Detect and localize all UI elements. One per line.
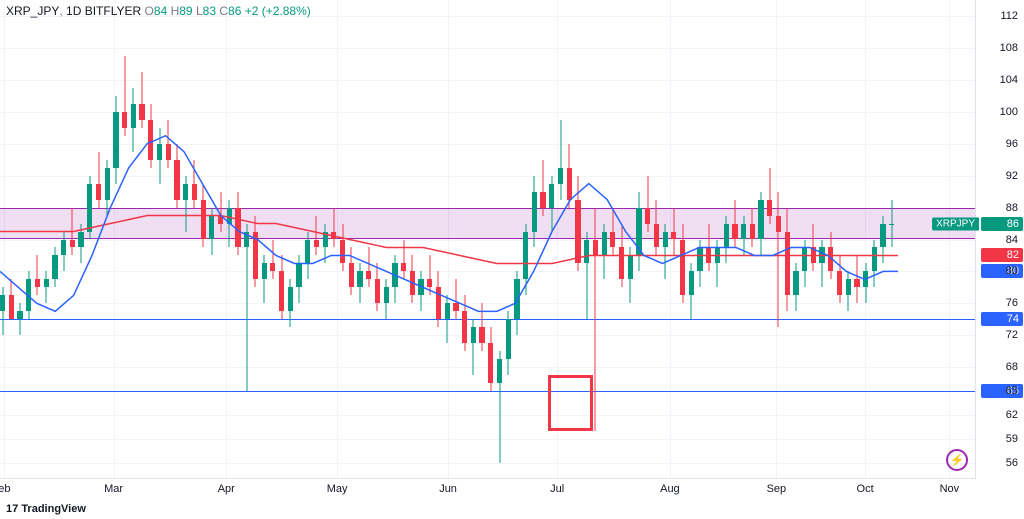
- x-tick-label: Apr: [218, 483, 235, 495]
- y-tick-label: 108: [1000, 42, 1018, 54]
- x-axis[interactable]: eb Mar Apr May Jun Jul Aug Sep Oct Nov: [0, 479, 976, 519]
- x-tick-label: Oct: [857, 483, 874, 495]
- grid-line: [0, 335, 975, 336]
- y-tick-label: 84: [1006, 234, 1018, 246]
- grid-line: [0, 439, 975, 440]
- x-tick-label: Mar: [104, 483, 123, 495]
- grid-line: [0, 176, 975, 177]
- ohlc-o-label: O: [145, 4, 154, 18]
- ohlc-l-value: 83: [203, 4, 216, 18]
- y-tick-label: 59: [1006, 433, 1018, 445]
- y-tick-label: 92: [1006, 170, 1018, 182]
- grid-line: [0, 463, 975, 464]
- y-tick-label: 80: [1006, 265, 1018, 277]
- grid-line: [0, 240, 975, 241]
- horizontal-line[interactable]: [0, 319, 975, 320]
- highlight-box[interactable]: [548, 375, 592, 431]
- y-tick-label: 76: [1006, 297, 1018, 309]
- exchange: BITFLYER: [85, 4, 141, 18]
- grid-line: [0, 48, 975, 49]
- y-tick-label: 65: [1006, 385, 1018, 397]
- x-tick-label: Jun: [439, 483, 457, 495]
- interval[interactable]: 1D: [66, 4, 81, 18]
- snapshot-icon[interactable]: ⚡: [946, 449, 968, 471]
- resistance-zone[interactable]: [0, 208, 975, 240]
- current-symbol-label: XRPJPY: [932, 217, 979, 230]
- x-tick-label: May: [327, 483, 348, 495]
- grid-line: [0, 80, 975, 81]
- y-tick-label: 72: [1006, 329, 1018, 341]
- y-axis[interactable]: 56 59 62 65 68 72 76 80 84 88 92 96 100 104 108 112: [976, 0, 1024, 479]
- change-pct: (+2.88%): [262, 4, 311, 18]
- ohlc-c-label: C: [219, 4, 228, 18]
- ohlc-c-value: 86: [228, 4, 241, 18]
- x-tick-label: Nov: [940, 483, 960, 495]
- ohlc-o-value: 84: [154, 4, 167, 18]
- y-tick-label: 104: [1000, 74, 1018, 86]
- grid-line: [0, 144, 975, 145]
- plot-area[interactable]: 7465XRPJPY868280: [0, 0, 976, 479]
- grid-line: [0, 303, 975, 304]
- y-tick-label: 62: [1006, 409, 1018, 421]
- horizontal-line[interactable]: [0, 391, 975, 392]
- y-tick-label: 68: [1006, 361, 1018, 373]
- x-tick-label: eb: [0, 483, 11, 495]
- tradingview-brand[interactable]: 17 TradingView: [6, 503, 86, 515]
- y-tick-label: 88: [1006, 202, 1018, 214]
- x-tick-label: Sep: [767, 483, 787, 495]
- grid-line: [0, 112, 975, 113]
- x-tick-label: Aug: [660, 483, 680, 495]
- y-tick-label: 56: [1006, 457, 1018, 469]
- change-value: +2: [245, 4, 259, 18]
- y-tick-label: 112: [1000, 10, 1018, 22]
- symbol-name[interactable]: XRP_JPY: [6, 4, 59, 18]
- x-tick-label: Jul: [550, 483, 564, 495]
- grid-line: [0, 415, 975, 416]
- y-tick-label: 100: [1000, 106, 1018, 118]
- y-tick-label: 96: [1006, 138, 1018, 150]
- chart-header: XRP_JPY, 1D BITFLYER O84 H89 L83 C86 +2 …: [6, 4, 311, 18]
- ohlc-h-value: 89: [179, 4, 192, 18]
- grid-line: [0, 271, 975, 272]
- ohlc-h-label: H: [171, 4, 180, 18]
- ohlc-l-label: L: [196, 4, 203, 18]
- chart-container: XRP_JPY, 1D BITFLYER O84 H89 L83 C86 +2 …: [0, 0, 1024, 519]
